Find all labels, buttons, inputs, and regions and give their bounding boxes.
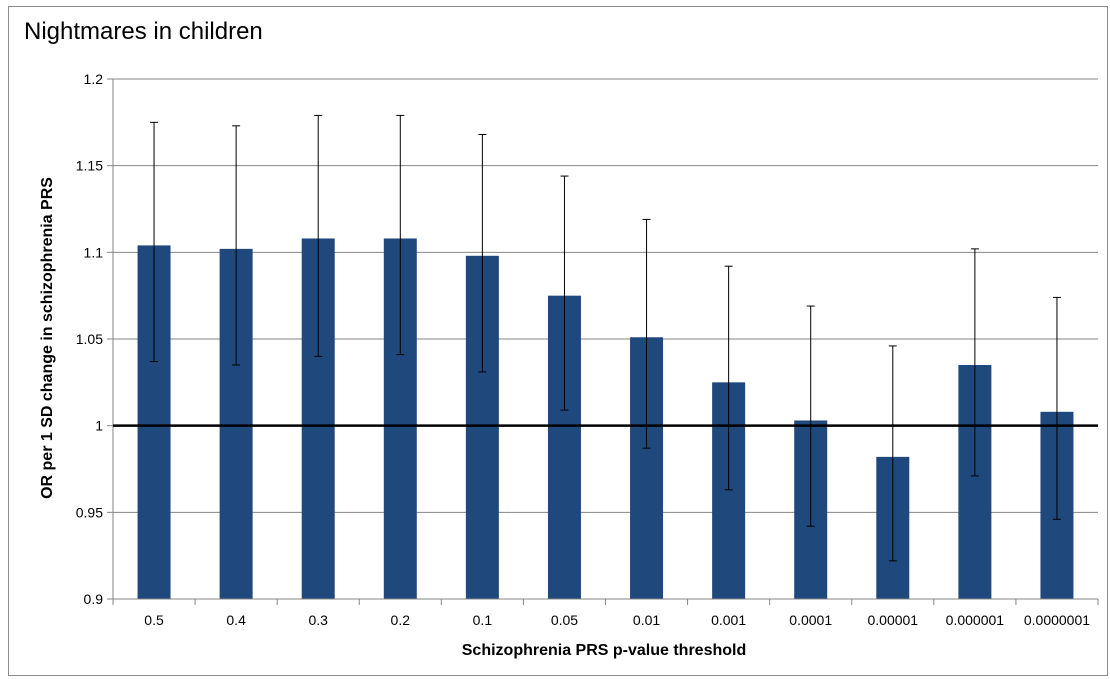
x-tick-label: 0.4 [226,612,246,628]
error-bar [724,265,733,491]
x-tick-label: 0.5 [144,612,164,628]
x-tick-label: 0.0001 [789,612,832,628]
y-tick-label: 1.2 [84,71,104,87]
x-tick-label: 0.05 [551,612,578,628]
y-axis-title: OR per 1 SD change in schizophrenia PRS [39,177,56,499]
error-bar [970,248,979,477]
y-tick-label: 1.05 [76,331,103,347]
x-tick-label: 0.001 [711,612,746,628]
error-bar [232,125,241,366]
axes [107,78,1099,605]
x-tick-label: 0.1 [473,612,493,628]
gridlines [113,78,1098,513]
error-bar [806,305,815,527]
chart-title: Nightmares in children [24,18,263,45]
y-tick-label: 0.9 [84,591,104,607]
y-tick-label: 0.95 [76,504,103,520]
error-bar [560,175,569,411]
x-tick-label: 0.000001 [946,612,1005,628]
x-tick-label: 0.00001 [867,612,918,628]
error-bar [888,345,897,562]
x-tick-label: 0.0000001 [1024,612,1090,628]
tick-labels: 0.9 0.95 1 1.05 1.1 1.15 1.2 0.5 0.4 0.3 0.2 0.1 0.0… [76,71,1091,628]
error-bar [1052,296,1061,520]
x-tick-label: 0.2 [391,612,411,628]
x-tick-label: 0.01 [633,612,660,628]
x-tick-label: 0.3 [308,612,328,628]
y-tick-label: 1.15 [76,158,103,174]
error-bar [478,133,487,373]
y-tick-label: 1 [95,418,103,434]
y-tick-label: 1.1 [84,244,104,260]
error-bar [150,121,159,363]
bars [137,238,1074,600]
x-axis-title: Schizophrenia PRS p-value threshold [462,642,747,659]
error-bar [314,114,323,357]
error-bars [150,114,1061,562]
error-bar [642,218,651,449]
error-bar [396,114,405,356]
